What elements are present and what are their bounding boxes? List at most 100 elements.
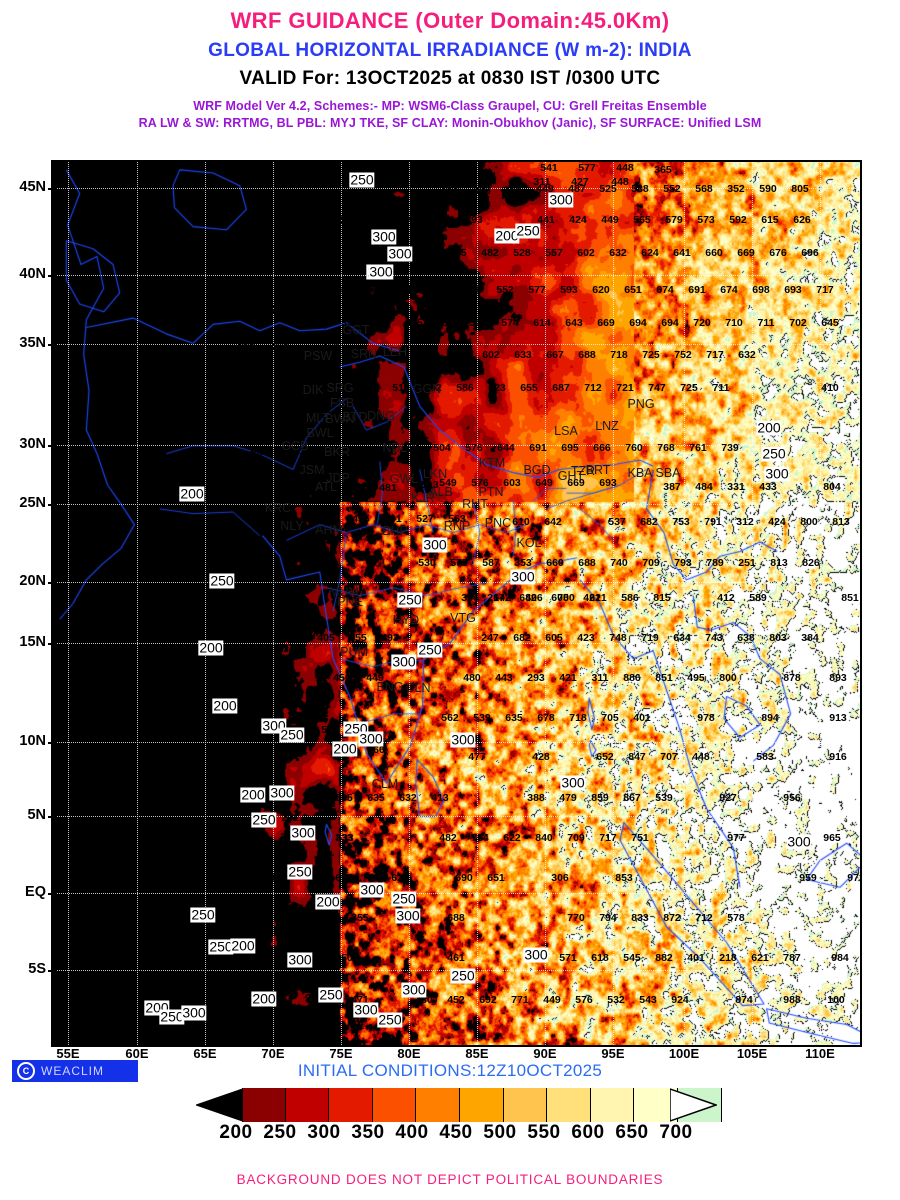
latitude-tick-mark	[48, 275, 57, 277]
grid-value: 642	[493, 592, 511, 604]
grid-value: 743	[705, 632, 723, 644]
grid-value: 310	[244, 513, 262, 525]
contour-label: 250	[190, 906, 216, 923]
grid-value: 719	[641, 632, 659, 644]
grid-value: 575	[450, 557, 468, 569]
model-scheme-1: WRF Model Ver 4.2, Schemes:- MP: WSM6-Cl…	[193, 99, 707, 113]
grid-value: 651	[487, 872, 505, 884]
grid-value: 886	[623, 672, 641, 684]
gridline-horizontal	[53, 816, 860, 817]
city-label: GGT	[342, 323, 370, 337]
grid-value: 725	[680, 382, 698, 394]
grid-value: 544	[321, 724, 339, 736]
contour-label: 300	[764, 465, 790, 482]
grid-value: 570	[450, 349, 468, 361]
grid-value: 620	[592, 284, 610, 296]
grid-value: 449	[543, 994, 561, 1006]
grid-value: 717	[706, 349, 724, 361]
grid-value: 693	[599, 477, 617, 489]
grid-value: 455	[349, 632, 367, 644]
grid-value: 384	[801, 632, 819, 644]
grid-value: 771	[511, 994, 529, 1006]
grid-value: 333	[335, 832, 353, 844]
grid-value: 815	[653, 592, 671, 604]
grid-value: 449	[366, 672, 384, 684]
weaclim-logo[interactable]: C WEACLIM	[12, 1060, 138, 1082]
longitude-tick-label: 55E	[56, 1046, 80, 1061]
grid-value: 218	[236, 266, 254, 278]
grid-value: 423	[577, 632, 595, 644]
grid-value: 453	[401, 442, 419, 454]
grid-value: 412	[717, 592, 735, 604]
grid-value: 532	[607, 994, 625, 1006]
map-plot-area[interactable]: 541 577 448 365 311 427 448 306 221 368 396 431 449 4…	[51, 160, 862, 1047]
grid-value: 586	[456, 382, 474, 394]
contour-label: 200	[756, 419, 782, 436]
grid-value: 270	[271, 304, 289, 316]
grid-value: 978	[697, 712, 715, 724]
grid-value: 424	[231, 872, 249, 884]
grid-value: 405	[317, 632, 335, 644]
grid-value: 318	[321, 340, 339, 352]
grid-value: 557	[545, 247, 563, 259]
latitude-tick-label: 35N	[19, 335, 46, 351]
grid-value: 697	[335, 872, 353, 884]
grid-value: 218	[719, 952, 737, 964]
grid-value: 365	[654, 164, 672, 176]
grid-value: 614	[533, 317, 551, 329]
grid-value: 649	[535, 477, 553, 489]
grid-value: 306	[274, 210, 292, 222]
grid-value: 682	[640, 516, 658, 528]
latitude-tick-mark	[48, 893, 57, 895]
city-label: SRN	[350, 347, 378, 361]
grid-value: 333	[288, 446, 306, 458]
city-label: PSW	[303, 349, 333, 363]
grid-value: 691	[529, 442, 547, 454]
contour-label: 200	[251, 990, 277, 1007]
grid-value: 552	[663, 183, 681, 195]
grid-value: 236	[243, 376, 261, 388]
colorbar-tick: 550	[527, 1122, 561, 1143]
grid-value: 539	[473, 712, 491, 724]
grid-value: 587	[482, 557, 500, 569]
grid-value: 707	[660, 751, 678, 763]
grid-value: 603	[503, 477, 521, 489]
city-label: ATL	[315, 480, 337, 494]
grid-value: 230	[238, 341, 256, 353]
grid-value: 475	[405, 317, 423, 329]
grid-value: 761	[689, 442, 707, 454]
grid-value: 833	[631, 912, 649, 924]
city-label: BTD	[342, 410, 368, 424]
gridline-vertical	[820, 162, 821, 1045]
grid-value: 574	[501, 317, 519, 329]
grid-value: 491	[384, 513, 402, 525]
colorbar-tick: 350	[351, 1122, 385, 1143]
colorbar-tick: 300	[307, 1122, 341, 1143]
grid-value: 517	[437, 317, 455, 329]
colorbar-cell	[503, 1088, 548, 1122]
grid-value: 867	[623, 792, 641, 804]
colorbar-cell	[416, 1088, 460, 1122]
grid-value: 538	[631, 183, 649, 195]
grid-value: 644	[497, 442, 515, 454]
colorbar-over-arrow	[670, 1088, 717, 1122]
grid-value: 669	[597, 317, 615, 329]
colorbar-tick: 200	[219, 1122, 253, 1143]
contour-label: 300	[269, 784, 295, 801]
grid-value: 645	[821, 317, 839, 329]
grid-value: 307	[304, 304, 322, 316]
city-label: NDL	[382, 441, 408, 455]
grid-value: 641	[673, 247, 691, 259]
grid-value: 874	[735, 994, 753, 1006]
grid-value: 530	[418, 557, 436, 569]
grid-value: 563	[448, 513, 466, 525]
city-label: AHM	[315, 523, 343, 537]
longitude-tick-label: 105E	[736, 1046, 768, 1061]
grid-value: 577	[528, 284, 546, 296]
grid-value: 562	[441, 712, 459, 724]
model-scheme-2: RA LW & SW: RRTMG, BL PBL: MYJ TKE, SF C…	[138, 116, 762, 130]
colorbar-cell	[329, 1088, 373, 1122]
city-label: DIK	[302, 383, 324, 397]
latitude-tick-label: 40N	[19, 266, 46, 282]
grid-value: 539	[655, 792, 673, 804]
